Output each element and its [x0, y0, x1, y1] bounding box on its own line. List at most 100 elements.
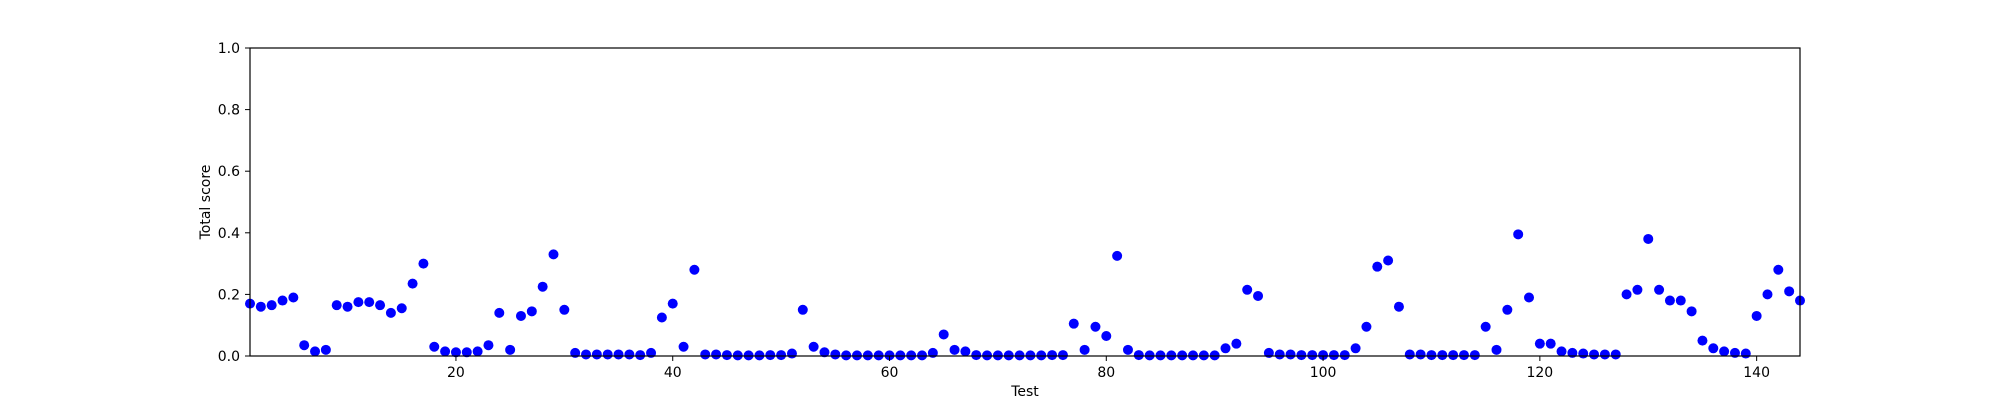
data-point [656, 312, 667, 323]
data-point [1632, 284, 1643, 295]
data-point [1318, 350, 1329, 361]
data-point [819, 347, 830, 358]
data-point [1458, 350, 1469, 361]
data-point [1025, 350, 1036, 361]
data-point [635, 350, 646, 361]
data-point [1198, 350, 1209, 361]
data-point [743, 350, 754, 361]
data-point [353, 297, 364, 308]
data-point [1404, 349, 1415, 360]
data-point [1253, 290, 1264, 301]
data-point [1383, 255, 1394, 266]
data-point [1166, 350, 1177, 361]
x-tick-label: 20 [447, 365, 465, 381]
data-point [1686, 306, 1697, 317]
data-point [505, 344, 516, 355]
data-point [830, 349, 841, 360]
data-point [938, 329, 949, 340]
data-point [342, 301, 353, 312]
data-point [375, 300, 386, 311]
data-points [245, 229, 1805, 361]
data-point [797, 304, 808, 315]
data-point [862, 350, 873, 361]
data-point [1177, 350, 1188, 361]
data-point [895, 350, 906, 361]
data-point [1448, 350, 1459, 361]
y-tick-label: 0.2 [218, 287, 240, 303]
data-point [776, 350, 787, 361]
data-point [1242, 284, 1253, 295]
data-point [1285, 349, 1296, 360]
x-tick-label: 140 [1743, 365, 1770, 381]
data-point [613, 349, 624, 360]
x-tick-label: 40 [664, 365, 682, 381]
data-point [1610, 349, 1621, 360]
data-point [732, 350, 743, 361]
data-point [1480, 321, 1491, 332]
data-point [591, 349, 602, 360]
data-point [1090, 321, 1101, 332]
y-tick-label: 0.4 [218, 226, 240, 242]
data-point [992, 350, 1003, 361]
data-point [1101, 330, 1112, 341]
data-point [1426, 350, 1437, 361]
data-point [440, 346, 451, 357]
data-point [1068, 318, 1079, 329]
data-point [1296, 350, 1307, 361]
data-point [429, 341, 440, 352]
x-axis-ticks: 20 40 60 80 100 120 140 [447, 356, 1770, 381]
data-point [1719, 346, 1730, 357]
data-point [982, 350, 993, 361]
data-point [1469, 350, 1480, 361]
data-point [1415, 349, 1426, 360]
data-point [1014, 350, 1025, 361]
data-point [1209, 350, 1220, 361]
data-point [1003, 350, 1014, 361]
data-point [711, 349, 722, 360]
y-axis-label: Total score [198, 165, 214, 241]
data-point [1036, 350, 1047, 361]
data-point [1188, 350, 1199, 361]
data-point [494, 307, 505, 318]
data-point [1643, 233, 1654, 244]
data-point [1740, 348, 1751, 359]
data-point [1773, 264, 1784, 275]
data-point [1578, 348, 1589, 359]
x-axis-label: Test [1010, 384, 1039, 400]
data-point [971, 350, 982, 361]
data-point [559, 304, 570, 315]
data-point [266, 300, 277, 311]
data-point [396, 303, 407, 314]
data-point [1393, 301, 1404, 312]
data-point [299, 340, 310, 351]
data-point [851, 350, 862, 361]
y-tick-label: 0.0 [218, 349, 240, 365]
plot-area-frame [249, 47, 1801, 357]
data-point [526, 306, 537, 317]
y-tick-label: 0.6 [218, 164, 240, 180]
data-point [1513, 229, 1524, 240]
data-point [1599, 349, 1610, 360]
data-point [754, 350, 765, 361]
data-point [1350, 343, 1361, 354]
data-point [1339, 350, 1350, 361]
data-point [310, 346, 321, 357]
data-point [1047, 350, 1058, 361]
data-point [331, 300, 342, 311]
data-point [1372, 261, 1383, 272]
data-point [678, 341, 689, 352]
data-point [407, 278, 418, 289]
data-point [1079, 344, 1090, 355]
data-point [418, 258, 429, 269]
data-point [1524, 292, 1535, 303]
data-point [1491, 344, 1502, 355]
data-point [277, 295, 288, 306]
data-point [700, 349, 711, 360]
data-point [1112, 250, 1123, 261]
data-point [873, 350, 884, 361]
data-point [949, 344, 960, 355]
data-point [1274, 349, 1285, 360]
data-point [841, 350, 852, 361]
data-point [1545, 338, 1556, 349]
data-point [1231, 338, 1242, 349]
